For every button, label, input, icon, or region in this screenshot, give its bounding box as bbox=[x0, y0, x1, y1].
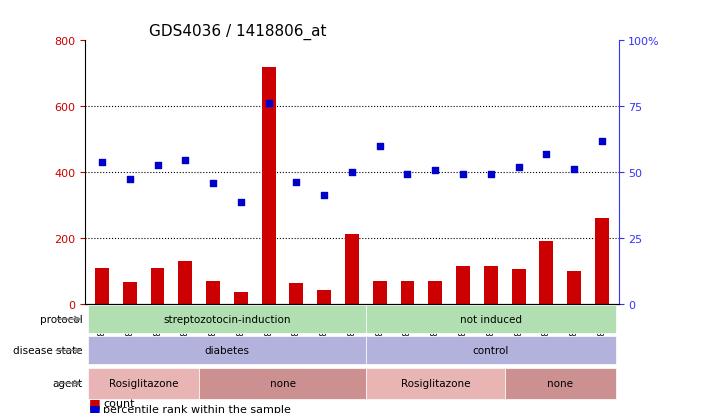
FancyBboxPatch shape bbox=[366, 337, 616, 365]
FancyBboxPatch shape bbox=[366, 368, 505, 399]
Point bbox=[485, 171, 496, 178]
Bar bbox=[262, 68, 276, 304]
Text: GDS4036 / 1418806_at: GDS4036 / 1418806_at bbox=[149, 24, 327, 40]
FancyBboxPatch shape bbox=[88, 337, 366, 365]
Text: Rosiglitazone: Rosiglitazone bbox=[109, 378, 178, 388]
Bar bbox=[95, 268, 109, 304]
Bar bbox=[540, 242, 553, 304]
Text: ■: ■ bbox=[89, 396, 101, 409]
Bar bbox=[151, 268, 164, 304]
Bar bbox=[595, 218, 609, 304]
Bar bbox=[400, 282, 415, 304]
Point bbox=[513, 164, 524, 171]
Bar bbox=[567, 271, 581, 304]
Text: not induced: not induced bbox=[460, 314, 522, 324]
Bar bbox=[123, 282, 137, 304]
Bar bbox=[206, 281, 220, 304]
Point bbox=[96, 159, 107, 166]
Point bbox=[346, 169, 358, 176]
Point bbox=[319, 192, 330, 199]
Point bbox=[235, 199, 247, 205]
FancyBboxPatch shape bbox=[88, 305, 366, 333]
Text: agent: agent bbox=[53, 378, 82, 388]
Bar bbox=[456, 266, 470, 304]
Text: control: control bbox=[473, 346, 509, 356]
Point bbox=[540, 151, 552, 158]
FancyBboxPatch shape bbox=[88, 368, 199, 399]
Bar bbox=[484, 266, 498, 304]
Text: percentile rank within the sample: percentile rank within the sample bbox=[103, 404, 291, 413]
Bar bbox=[317, 291, 331, 304]
Bar bbox=[289, 283, 304, 304]
Text: count: count bbox=[103, 398, 134, 408]
Bar bbox=[512, 269, 525, 304]
FancyBboxPatch shape bbox=[505, 368, 616, 399]
Point bbox=[180, 158, 191, 164]
FancyBboxPatch shape bbox=[366, 305, 616, 333]
Bar bbox=[428, 281, 442, 304]
Bar bbox=[373, 282, 387, 304]
FancyBboxPatch shape bbox=[199, 368, 366, 399]
Text: none: none bbox=[547, 378, 573, 388]
Bar bbox=[178, 262, 192, 304]
Point bbox=[402, 171, 413, 178]
Text: ■: ■ bbox=[89, 402, 101, 413]
Point bbox=[152, 163, 164, 169]
Point bbox=[597, 138, 608, 145]
Point bbox=[374, 143, 385, 150]
Text: Rosiglitazone: Rosiglitazone bbox=[400, 378, 470, 388]
Point bbox=[291, 180, 302, 186]
Point bbox=[457, 171, 469, 178]
Point bbox=[568, 166, 579, 173]
Point bbox=[124, 176, 135, 183]
Point bbox=[208, 181, 219, 188]
Point bbox=[429, 168, 441, 174]
Point bbox=[263, 100, 274, 107]
Bar bbox=[234, 292, 248, 304]
Text: none: none bbox=[269, 378, 296, 388]
Text: diabetes: diabetes bbox=[205, 346, 250, 356]
Text: streptozotocin-induction: streptozotocin-induction bbox=[164, 314, 291, 324]
Text: protocol: protocol bbox=[40, 314, 82, 324]
Text: disease state: disease state bbox=[14, 346, 82, 356]
Bar bbox=[345, 235, 359, 304]
